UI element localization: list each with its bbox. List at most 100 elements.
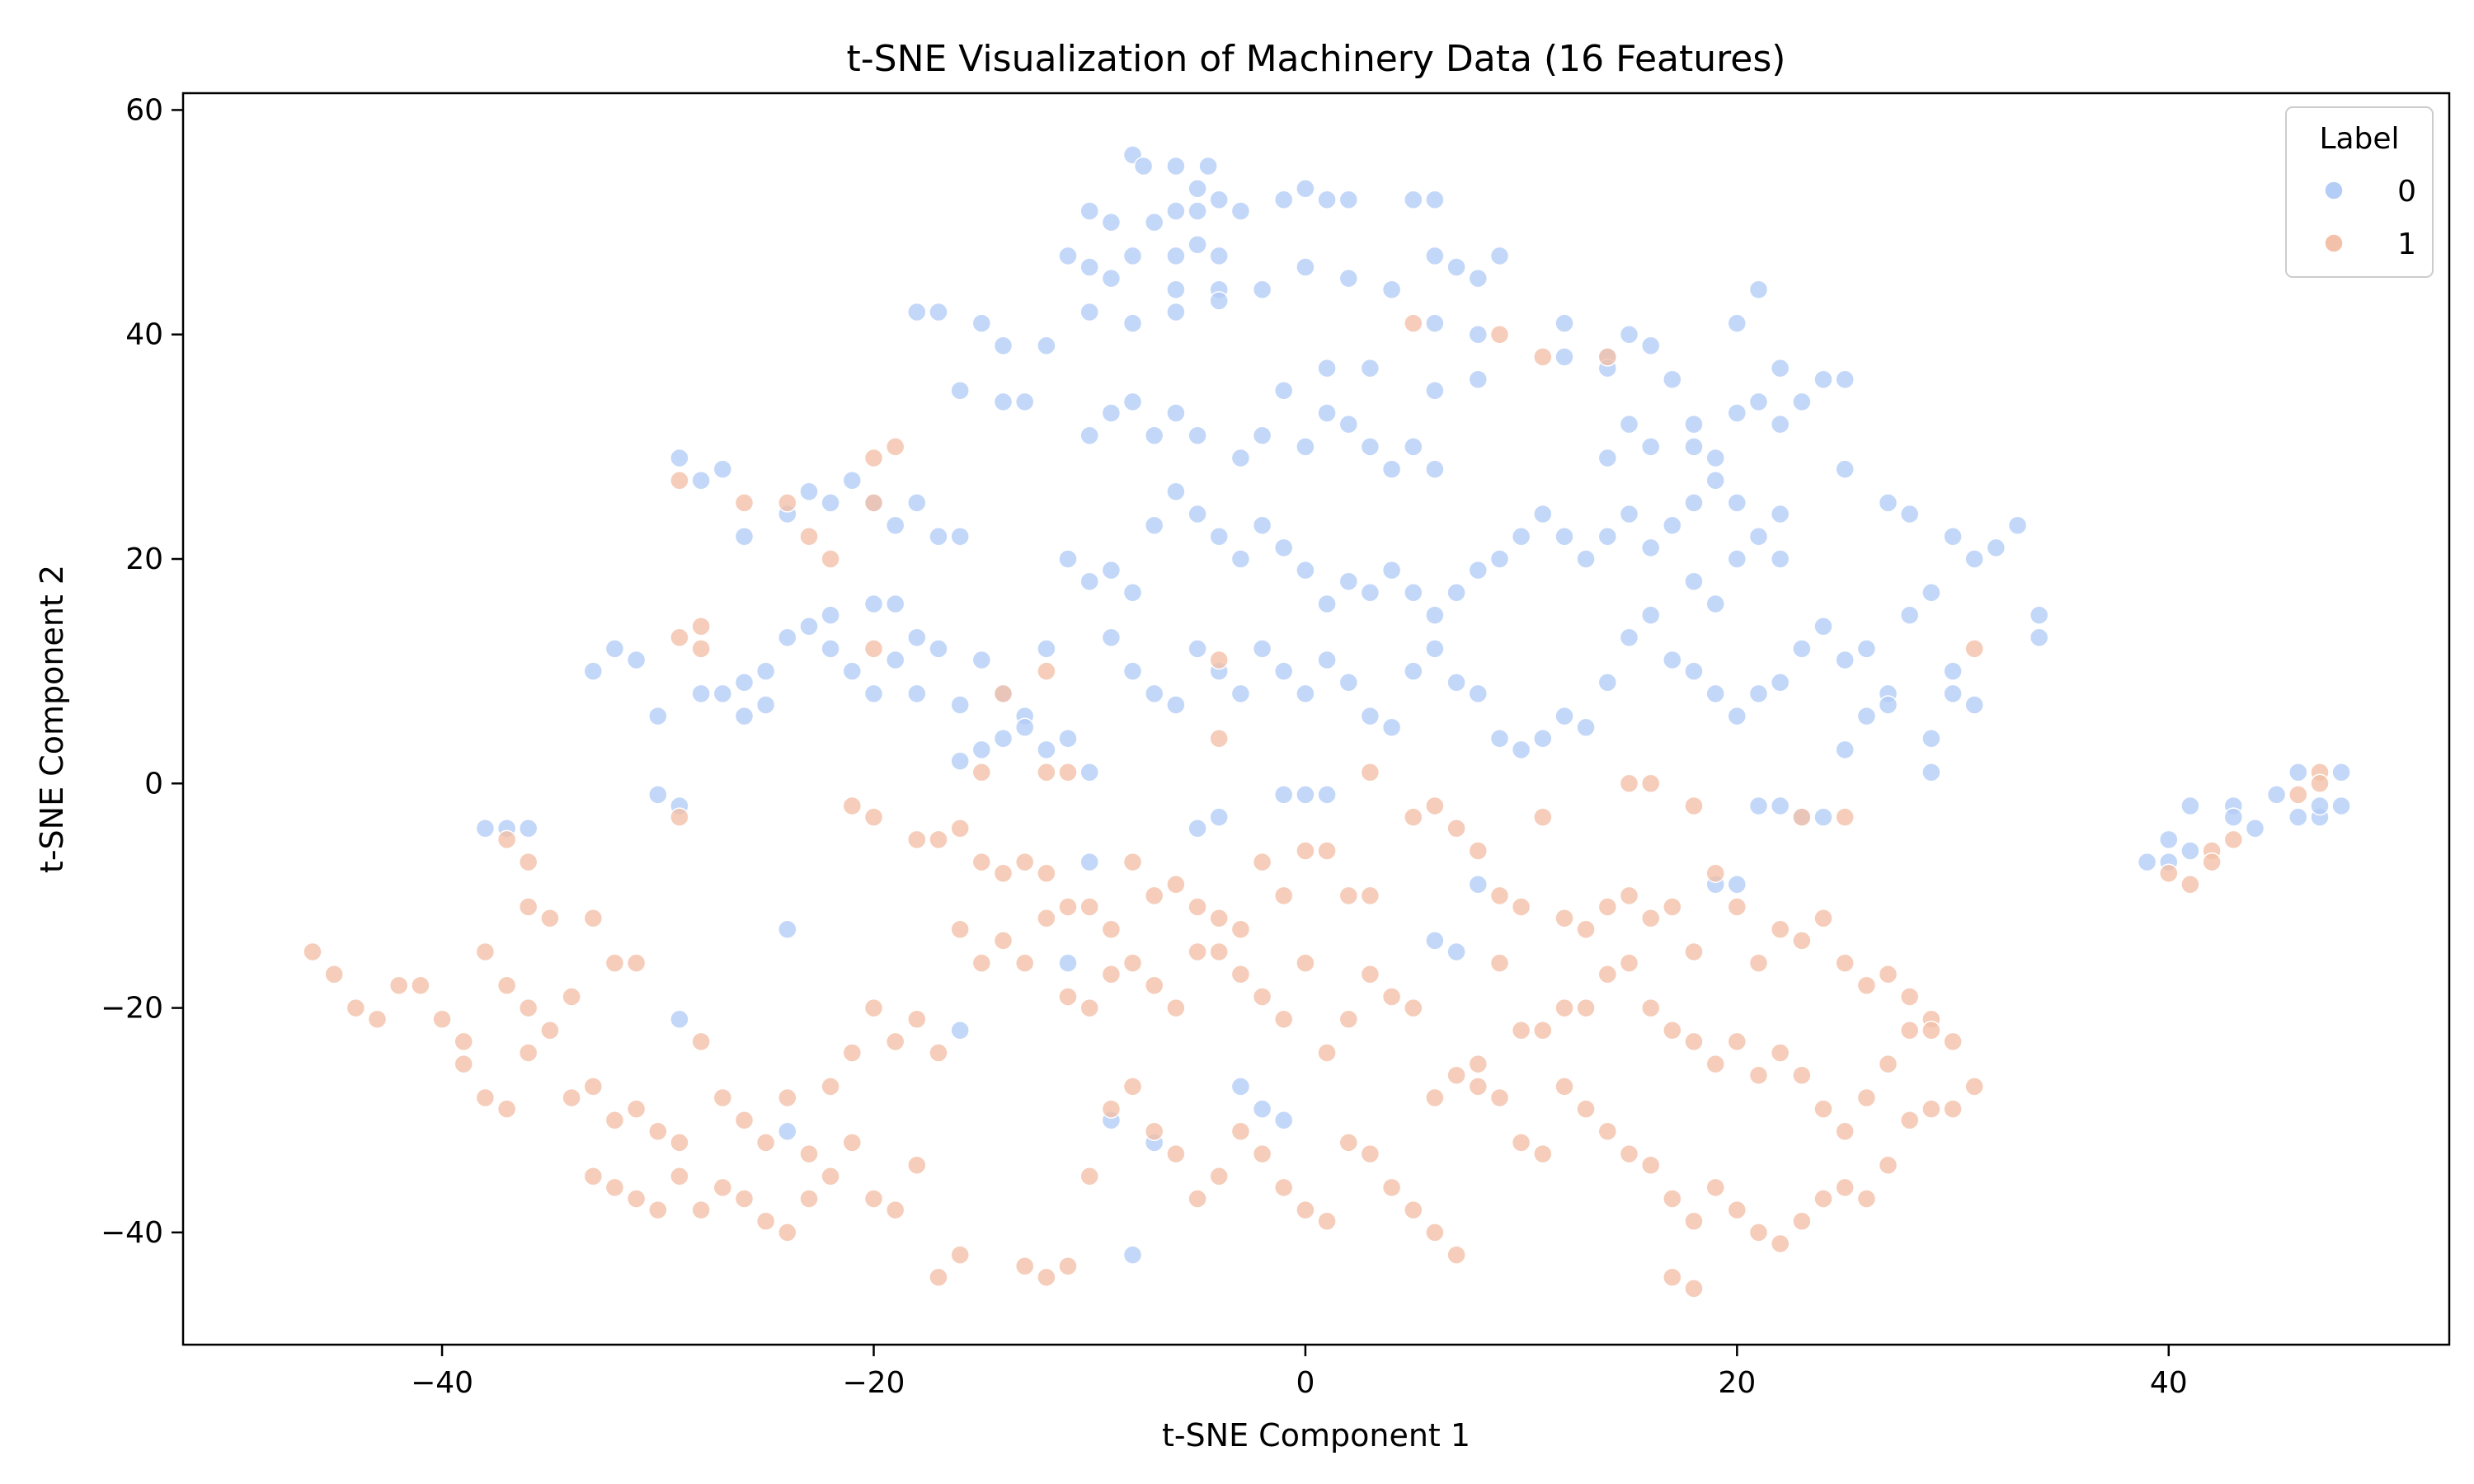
point-label-0-59 <box>1230 448 1251 468</box>
point-label-0-29 <box>1446 257 1466 277</box>
point-label-0-56 <box>1144 425 1164 445</box>
point-label-0-51 <box>993 392 1014 412</box>
point-label-0-178 <box>1014 717 1035 737</box>
point-label-0-21 <box>1122 246 1143 266</box>
point-label-1-195 <box>1663 1267 1682 1288</box>
point-label-0-5 <box>1273 190 1294 210</box>
point-label-1-162 <box>1273 1177 1294 1198</box>
point-label-0-168 <box>1705 470 1725 491</box>
point-label-0-200 <box>1554 706 1574 726</box>
point-label-0-13 <box>1166 201 1186 221</box>
point-label-0-31 <box>1489 246 1510 266</box>
point-label-0-111 <box>863 594 884 614</box>
point-label-1-213 <box>1425 1087 1445 1108</box>
point-label-1-166 <box>1360 1144 1380 1164</box>
point-label-0-9 <box>1404 190 1423 210</box>
point-label-1-46 <box>1122 852 1143 872</box>
point-label-1-180 <box>1663 1189 1682 1209</box>
point-label-0-46 <box>1640 336 1661 356</box>
point-label-1-158 <box>1188 1189 1207 1209</box>
point-label-1-117 <box>713 1087 733 1108</box>
point-label-1-12 <box>691 616 711 636</box>
point-label-0-190 <box>1338 673 1359 693</box>
point-label-0-213 <box>1835 650 1855 670</box>
point-label-0-210 <box>1770 673 1790 693</box>
chart-title: t-SNE Visualization of Machinery Data (1… <box>847 38 1786 80</box>
point-label-0-234 <box>1770 796 1790 816</box>
y-axis-label: t-SNE Component 2 <box>34 565 70 873</box>
point-label-0-54 <box>1101 403 1122 423</box>
point-label-0-262 <box>1317 785 1337 805</box>
point-label-1-6 <box>670 470 689 491</box>
point-label-0-49 <box>1468 324 1489 345</box>
point-label-0-257 <box>1273 785 1294 805</box>
point-label-0-186 <box>1252 639 1272 659</box>
point-label-1-140 <box>713 1177 733 1198</box>
point-label-0-185 <box>1230 683 1251 704</box>
point-label-1-240 <box>2202 852 2222 872</box>
point-label-0-34 <box>1252 279 1272 300</box>
point-label-0-256 <box>1273 1110 1294 1130</box>
point-label-0-50 <box>950 381 970 401</box>
point-label-1-189 <box>1856 1189 1877 1209</box>
point-label-0-161 <box>1554 527 1574 547</box>
point-label-0-128 <box>863 683 884 704</box>
point-label-0-202 <box>1597 673 1618 693</box>
point-label-1-170 <box>1446 1245 1466 1265</box>
point-label-1-110 <box>562 1087 581 1108</box>
point-label-0-53 <box>1079 425 1099 445</box>
point-label-0-273 <box>2288 807 2308 827</box>
point-label-0-226 <box>1964 695 1984 715</box>
point-label-1-93 <box>454 1031 473 1052</box>
point-label-1-41 <box>1014 852 1035 872</box>
point-label-1-97 <box>540 1021 560 1040</box>
point-label-0-85 <box>1640 437 1661 457</box>
point-label-0-206 <box>1684 661 1704 681</box>
point-label-0-140 <box>1101 560 1122 580</box>
point-label-0-243 <box>778 919 797 940</box>
point-label-1-196 <box>1684 1279 1704 1298</box>
point-label-1-34 <box>842 796 863 816</box>
point-label-0-221 <box>2007 515 2028 535</box>
point-label-0-4 <box>1188 178 1207 199</box>
point-label-0-118 <box>713 683 733 704</box>
point-label-1-124 <box>863 998 884 1018</box>
point-label-1-172 <box>1489 1087 1510 1108</box>
legend-frame <box>2285 106 2434 278</box>
point-label-1-224 <box>1663 1021 1682 1040</box>
point-label-1-126 <box>907 1009 927 1029</box>
point-label-1-72 <box>1705 863 1725 883</box>
point-label-1-25 <box>1619 773 1639 794</box>
point-label-0-77 <box>1813 369 1833 389</box>
point-label-0-58 <box>1188 425 1207 445</box>
point-label-1-238 <box>2180 875 2200 895</box>
point-label-1-49 <box>1188 897 1207 917</box>
point-label-1-50 <box>1209 908 1229 928</box>
point-label-0-82 <box>1663 369 1682 389</box>
point-label-0-155 <box>1425 605 1445 625</box>
point-label-1-187 <box>1813 1189 1833 1209</box>
point-label-0-188 <box>1296 683 1315 704</box>
point-label-1-56 <box>1338 885 1359 906</box>
point-label-1-206 <box>1273 1009 1294 1029</box>
point-label-0-142 <box>1144 515 1164 535</box>
point-label-0-160 <box>1533 504 1553 524</box>
point-label-0-194 <box>1425 639 1445 659</box>
point-label-0-270 <box>2245 818 2265 838</box>
point-label-0-267 <box>2180 796 2200 816</box>
point-label-1-42 <box>1037 863 1056 883</box>
point-label-1-127 <box>929 1043 948 1063</box>
point-label-1-163 <box>1296 1200 1315 1220</box>
point-label-1-21 <box>1037 762 1056 782</box>
point-label-0-189 <box>1317 650 1337 670</box>
point-label-0-6 <box>1296 178 1315 199</box>
point-label-1-40 <box>993 863 1014 883</box>
point-label-0-45 <box>1619 324 1639 345</box>
point-label-0-230 <box>1856 706 1877 726</box>
point-label-1-143 <box>778 1223 797 1242</box>
point-label-0-96 <box>1684 571 1704 591</box>
point-label-0-132 <box>907 683 927 704</box>
point-label-0-271 <box>2266 785 2287 805</box>
point-label-0-113 <box>821 605 840 625</box>
point-label-0-258 <box>1296 785 1315 805</box>
